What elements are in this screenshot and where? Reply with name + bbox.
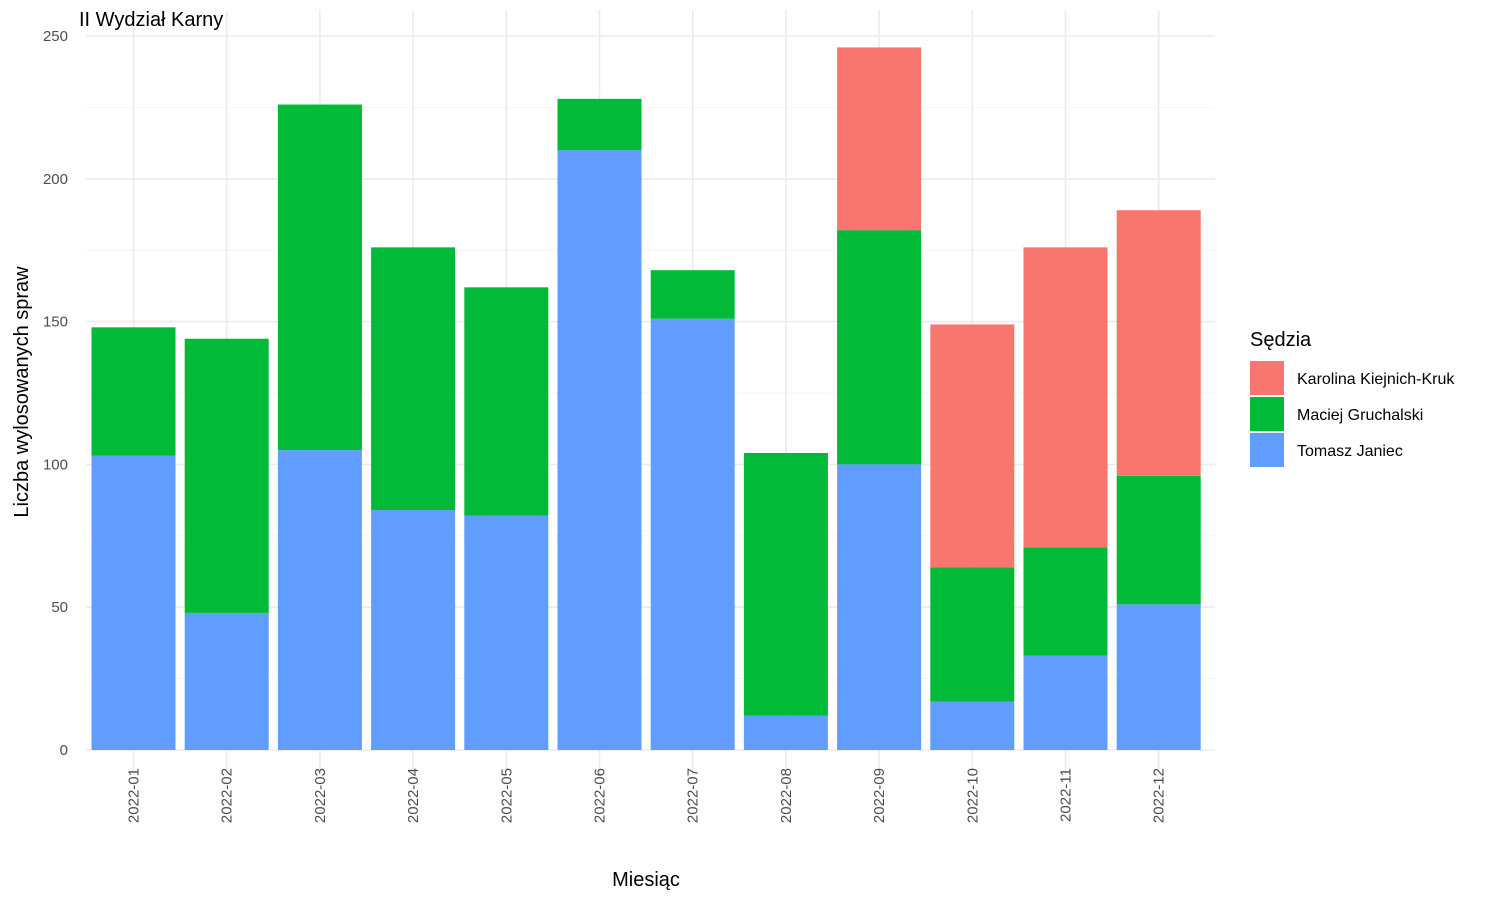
- legend-key: [1250, 397, 1284, 431]
- bar-segment: [277, 104, 362, 451]
- bar-segment: [91, 455, 176, 750]
- legend-label: Karolina Kiejnich-Kruk: [1297, 371, 1455, 388]
- legend-key: [1250, 361, 1284, 395]
- chart-title: II Wydział Karny: [79, 9, 223, 31]
- bar-segment: [1116, 475, 1201, 605]
- bar-segment: [464, 287, 549, 516]
- x-tick-label: 2022-10: [964, 768, 981, 823]
- x-tick-label: 2022-07: [685, 768, 702, 823]
- bar-segment: [184, 338, 269, 613]
- legend: Sędzia Karolina Kiejnich-Kruk Maciej Gruc…: [1250, 329, 1455, 467]
- y-tick-label: 0: [60, 742, 68, 759]
- bar-segment: [837, 230, 922, 465]
- x-tick-label: 2022-09: [871, 768, 888, 823]
- legend-key: [1250, 433, 1284, 467]
- bar-segment: [743, 715, 828, 750]
- bar-segment: [184, 612, 269, 750]
- legend-label: Tomasz Janiec: [1297, 443, 1403, 460]
- bar-segment: [1023, 547, 1108, 656]
- y-tick-label: 50: [51, 599, 68, 616]
- x-tick-label: 2022-03: [312, 768, 329, 823]
- y-tick-label: 150: [43, 314, 68, 331]
- bar-segment: [371, 510, 456, 750]
- bar-segment: [1116, 210, 1201, 476]
- x-tick-label: 2022-05: [498, 768, 515, 823]
- y-axis-title: Liczba wylosowanych spraw: [11, 266, 33, 518]
- x-tick-label: 2022-02: [219, 768, 236, 823]
- x-tick-label: 2022-04: [405, 768, 422, 823]
- legend-items: Karolina Kiejnich-Kruk Maciej Gruchalski T…: [1250, 361, 1455, 467]
- y-tick-label: 100: [43, 456, 68, 473]
- x-tick-label: 2022-11: [1058, 768, 1075, 822]
- legend-label: Maciej Gruchalski: [1297, 407, 1423, 424]
- bar-segment: [277, 450, 362, 750]
- bar-segment: [837, 47, 922, 231]
- bar-segment: [930, 324, 1015, 568]
- y-tick-label: 250: [43, 28, 68, 45]
- legend-title: Sędzia: [1250, 329, 1312, 351]
- x-tick-label: 2022-08: [778, 768, 795, 823]
- bar-segment: [743, 452, 828, 716]
- bar-segment: [91, 327, 176, 456]
- bar-segment: [1023, 655, 1108, 750]
- bar-segment: [464, 515, 549, 750]
- bar-segment: [557, 150, 642, 751]
- bar-segment: [930, 567, 1015, 702]
- x-tick-label: 2022-01: [126, 768, 143, 823]
- bar-segment: [650, 270, 735, 319]
- bars-layer: [91, 47, 1201, 751]
- bar-segment: [557, 98, 642, 151]
- bar-segment: [650, 318, 735, 750]
- bar-segment: [930, 701, 1015, 750]
- x-axis-ticks: 2022-01 2022-02 2022-03 2022-04 2022-05 2022-…: [126, 768, 1168, 823]
- bar-segment: [1116, 604, 1201, 750]
- x-tick-label: 2022-12: [1151, 768, 1168, 823]
- bar-segment: [371, 247, 456, 511]
- bar-segment: [1023, 247, 1108, 548]
- y-tick-label: 200: [43, 171, 68, 188]
- x-tick-label: 2022-06: [592, 768, 609, 823]
- x-axis-title: Miesiąc: [612, 869, 680, 891]
- bar-segment: [837, 464, 922, 750]
- y-axis-ticks: 0 50 100 150 200 250: [43, 28, 68, 759]
